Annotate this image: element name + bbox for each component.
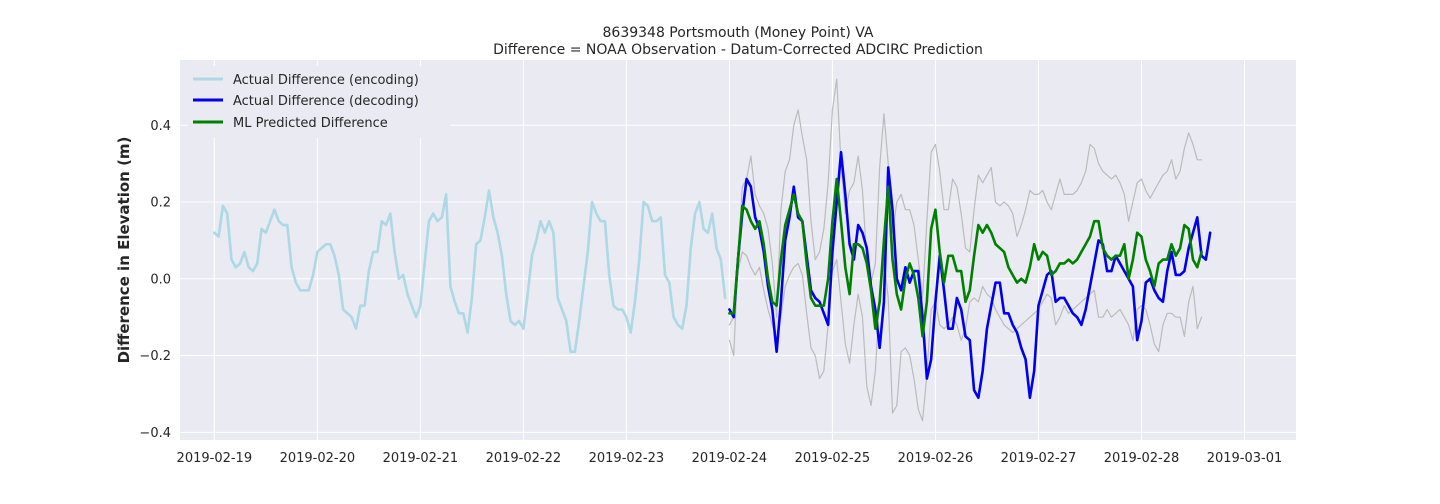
x-tick-label: 2019-02-27 — [1001, 451, 1077, 466]
x-tick-label: 2019-02-28 — [1104, 451, 1180, 466]
legend-label-ml-predicted: ML Predicted Difference — [233, 116, 388, 131]
legend: Actual Difference (encoding) Actual Diff… — [188, 66, 450, 138]
x-tick-label: 2019-02-26 — [898, 451, 974, 466]
y-tick-label: 0.2 — [150, 196, 171, 211]
x-tick-label: 2019-03-01 — [1207, 451, 1283, 466]
legend-label-decoding: Actual Difference (decoding) — [233, 94, 419, 109]
y-tick-label: −0.4 — [139, 426, 171, 441]
chart-title: 8639348 Portsmouth (Money Point) VA — [603, 25, 874, 41]
x-tick-label: 2019-02-19 — [177, 451, 253, 466]
encoding-series-line — [213, 189, 727, 354]
y-tick-label: 0.4 — [150, 119, 171, 134]
x-tick-label: 2019-02-21 — [383, 451, 459, 466]
upper-bound-line — [728, 78, 1203, 357]
x-tick-label: 2019-02-25 — [795, 451, 871, 466]
legend-label-encoding: Actual Difference (encoding) — [233, 73, 419, 88]
y-tick-label: −0.2 — [139, 349, 171, 364]
x-tick-label: 2019-02-20 — [280, 451, 356, 466]
ml-predicted-series-line — [728, 177, 1203, 338]
y-tick-label: 0.0 — [150, 272, 171, 287]
tick-labels: 2019-02-19 2019-02-20 2019-02-21 2019-02-22… — [139, 119, 1282, 466]
chart-subtitle: Difference = NOAA Observation - Datum-Co… — [493, 42, 983, 58]
x-tick-label: 2019-02-24 — [692, 451, 768, 466]
series-layer — [213, 78, 1212, 422]
y-axis-label: Difference in Elevation (m) — [115, 137, 133, 364]
x-tick-label: 2019-02-23 — [589, 451, 665, 466]
legend-box — [188, 66, 450, 138]
x-tick-label: 2019-02-22 — [486, 451, 562, 466]
